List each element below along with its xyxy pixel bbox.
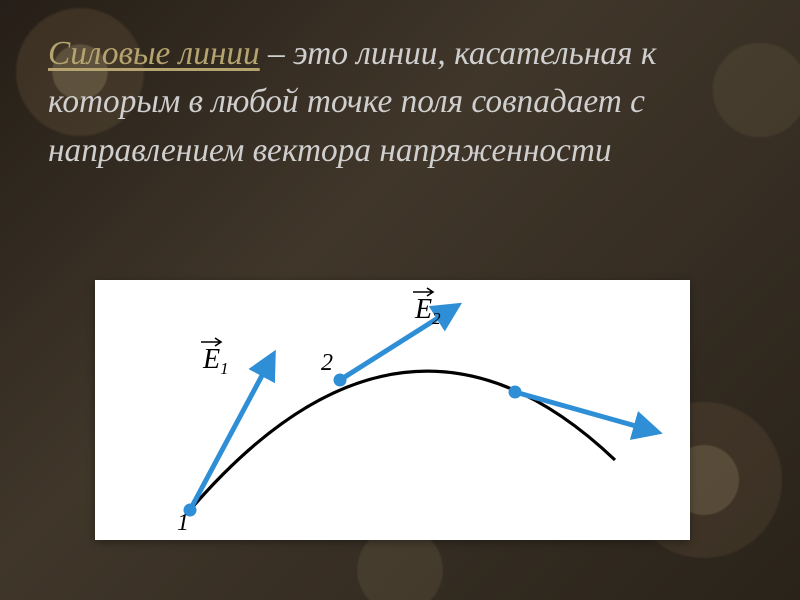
term: Силовые линии <box>48 35 260 72</box>
field-line-diagram: 1 E1 2 E2 <box>95 280 690 540</box>
point-marker-E2 <box>334 374 347 387</box>
definition-text: Силовые линии – это линии, касательная к… <box>48 30 760 175</box>
diagram-content: 1 E1 2 E2 <box>177 288 657 536</box>
diagram-svg: 1 E1 2 E2 <box>95 280 690 540</box>
point-label-E2: 2 <box>321 350 333 376</box>
vector-label-E2: E2 <box>414 294 441 328</box>
vector-E3 <box>515 392 657 432</box>
vector-E1 <box>190 355 273 510</box>
slide: Силовые линии – это линии, касательная к… <box>0 0 800 600</box>
point-marker-E3 <box>509 386 522 399</box>
vector-label-E1: E1 <box>202 344 229 378</box>
point-label-E1: 1 <box>177 510 189 536</box>
